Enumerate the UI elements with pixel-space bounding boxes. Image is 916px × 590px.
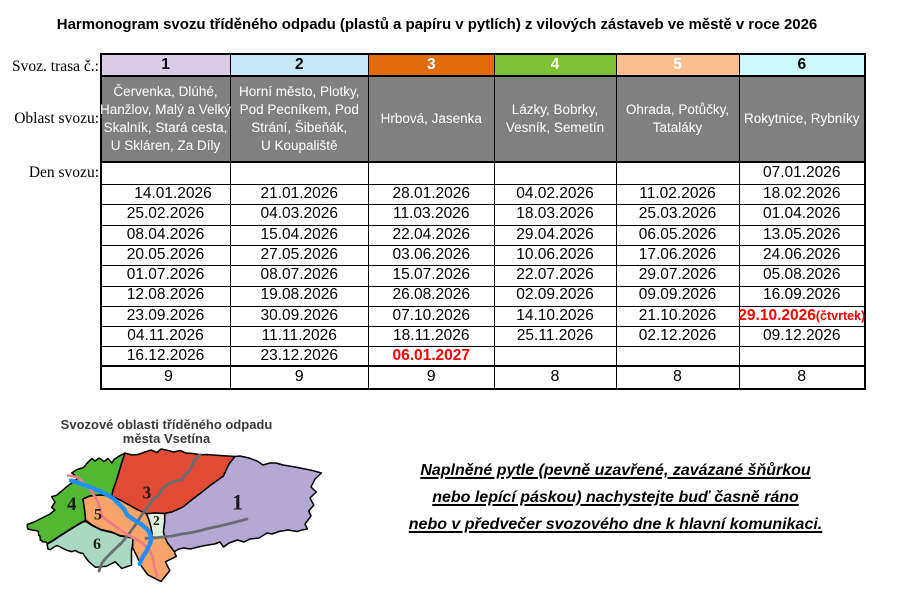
svg-text:1: 1 bbox=[232, 490, 243, 515]
svg-text:6: 6 bbox=[93, 536, 101, 553]
svg-text:5: 5 bbox=[94, 507, 102, 524]
svg-text:4: 4 bbox=[67, 494, 77, 515]
svg-text:2: 2 bbox=[153, 513, 160, 528]
svg-text:3: 3 bbox=[143, 483, 152, 503]
